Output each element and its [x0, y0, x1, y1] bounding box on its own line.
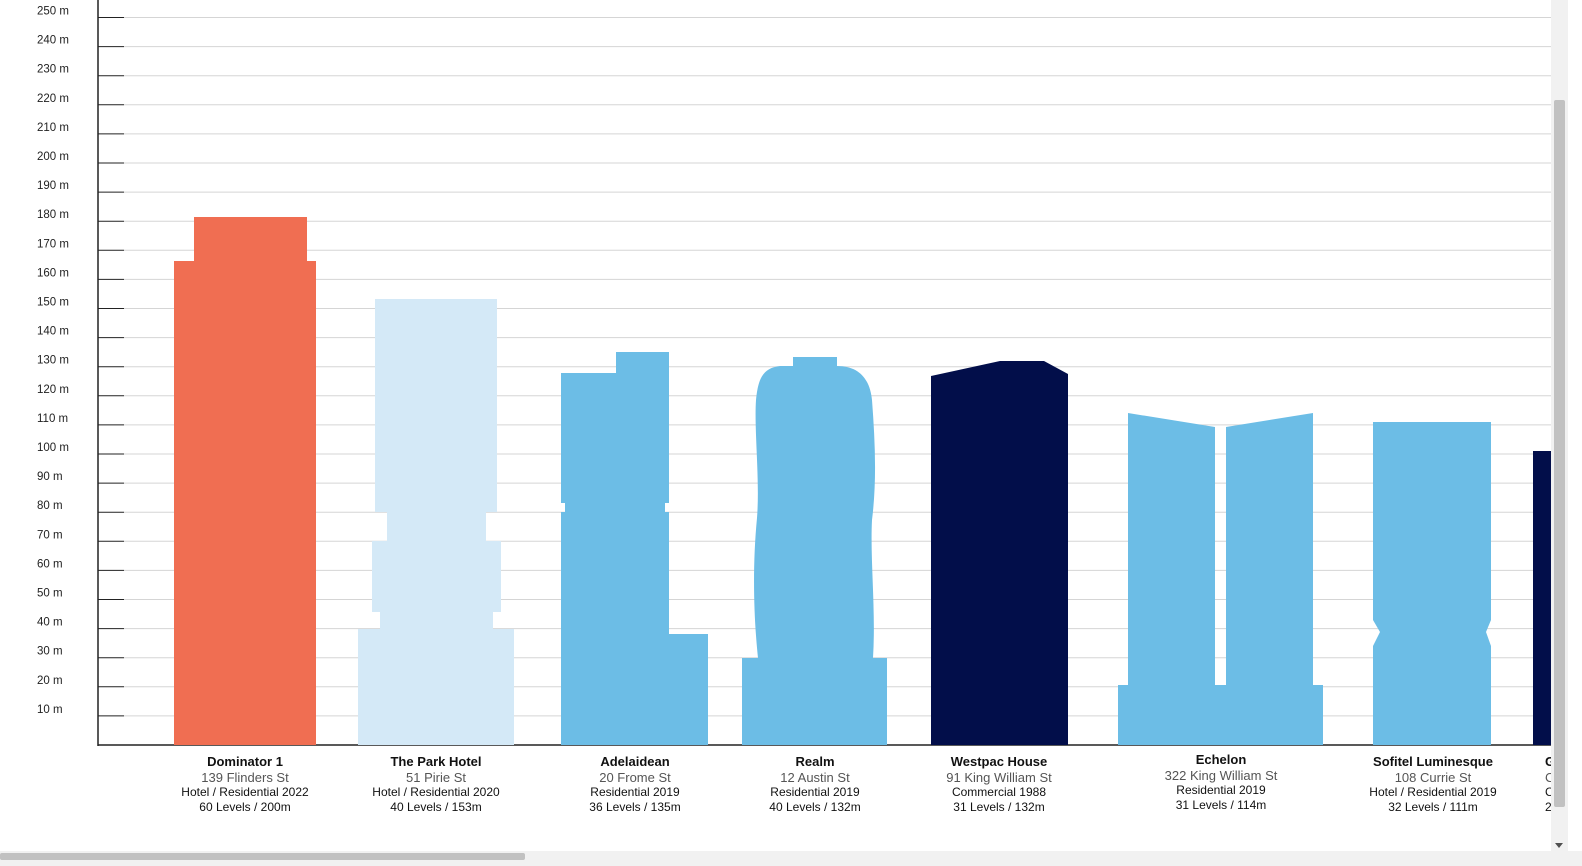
vertical-scrollbar[interactable]: [1551, 0, 1568, 851]
building-shape[interactable]: [358, 299, 514, 745]
building-sofitel-luminesque[interactable]: [1373, 422, 1491, 745]
building-name: Dominator 1: [207, 754, 283, 769]
y-tick-label: 110 m: [37, 413, 68, 425]
y-tick-label: 190 m: [37, 180, 69, 192]
building-name: Adelaidean: [600, 754, 669, 769]
y-tick-label: 220 m: [37, 93, 69, 105]
building-shape[interactable]: [561, 352, 708, 745]
building-shape[interactable]: [931, 361, 1068, 745]
building-westpac-house[interactable]: [931, 361, 1068, 745]
building-dominator-1[interactable]: [174, 217, 316, 745]
building-shape[interactable]: [174, 217, 316, 745]
building-adelaidean[interactable]: [561, 352, 708, 745]
building-name: Echelon: [1196, 752, 1247, 767]
building-use: Hotel / Residential 2019: [1369, 785, 1497, 799]
y-tick-label: 240 m: [37, 35, 69, 47]
horizontal-scrollbar-thumb[interactable]: [0, 853, 525, 860]
building-shape[interactable]: [1533, 451, 1551, 745]
y-tick-label: 70 m: [37, 529, 63, 541]
building-address: 91 King William St: [946, 770, 1052, 785]
building-use: Hotel / Residential 2022: [181, 785, 309, 799]
building-shape[interactable]: [1118, 413, 1323, 745]
y-tick-label: 100 m: [37, 442, 69, 454]
building-address: 139 Flinders St: [201, 770, 289, 785]
building-the-park-hotel[interactable]: [358, 299, 514, 745]
building-name: Sofitel Luminesque: [1373, 754, 1493, 769]
building-address: 20 Frome St: [599, 770, 671, 785]
y-tick-label: 170 m: [37, 238, 69, 250]
building-name: G: [1545, 754, 1551, 769]
building-g[interactable]: [1533, 451, 1551, 745]
building-height-chart: 10 m 20 m 30 m 40 m 50 m 60 m 70 m 80 m 90 m 100 …: [37, 0, 1551, 814]
building-use: Residential 2019: [1176, 783, 1266, 797]
y-tick-label: 20 m: [37, 675, 63, 687]
building-stats: 2: [1545, 800, 1551, 814]
scroll-down-arrow-icon[interactable]: [1555, 843, 1563, 848]
building-name: Realm: [795, 754, 834, 769]
building-echelon[interactable]: [1118, 413, 1323, 745]
building-use: Hotel / Residential 2020: [372, 785, 500, 799]
building-stats: 36 Levels / 135m: [589, 800, 680, 814]
buildings: [174, 217, 1551, 745]
building-shape[interactable]: [1373, 422, 1491, 745]
y-tick-label: 250 m: [37, 6, 69, 18]
y-tick-label: 180 m: [37, 209, 69, 221]
y-tick-label: 150 m: [37, 297, 69, 309]
building-stats: 40 Levels / 132m: [769, 800, 860, 814]
building-shape[interactable]: [742, 357, 887, 745]
building-address: 322 King William St: [1165, 768, 1278, 783]
building-stats: 31 Levels / 114m: [1176, 798, 1267, 812]
building-address: C: [1545, 770, 1551, 785]
building-use: C: [1545, 785, 1551, 799]
y-tick-label: 40 m: [37, 617, 63, 629]
y-tick-label: 120 m: [37, 384, 69, 396]
building-address: 12 Austin St: [780, 770, 850, 785]
building-use: Residential 2019: [770, 785, 860, 799]
building-address: 51 Pirie St: [406, 770, 466, 785]
horizontal-scrollbar[interactable]: [0, 851, 1582, 866]
y-tick-label: 90 m: [37, 471, 63, 483]
y-tick-label: 230 m: [37, 64, 69, 76]
y-tick-label: 10 m: [37, 704, 63, 716]
building-address: 108 Currie St: [1395, 770, 1472, 785]
building-stats: 60 Levels / 200m: [199, 800, 290, 814]
y-tick-label: 30 m: [37, 646, 63, 658]
y-tick-label: 210 m: [37, 122, 69, 134]
y-tick-label: 80 m: [37, 500, 63, 512]
y-tick-label: 130 m: [37, 355, 69, 367]
y-tick-label: 200 m: [37, 151, 69, 163]
building-stats: 32 Levels / 111m: [1388, 800, 1478, 814]
y-tick-label: 160 m: [37, 267, 69, 279]
building-stats: 40 Levels / 153m: [390, 800, 481, 814]
building-name: The Park Hotel: [390, 754, 481, 769]
building-realm[interactable]: [742, 357, 887, 745]
building-use: Commercial 1988: [952, 785, 1046, 799]
y-tick-label: 50 m: [37, 588, 63, 600]
building-name: Westpac House: [951, 754, 1048, 769]
vertical-scrollbar-thumb[interactable]: [1554, 100, 1565, 807]
y-tick-label: 60 m: [37, 558, 63, 570]
building-stats: 31 Levels / 132m: [953, 800, 1044, 814]
y-tick-label: 140 m: [37, 326, 69, 338]
building-use: Residential 2019: [590, 785, 680, 799]
